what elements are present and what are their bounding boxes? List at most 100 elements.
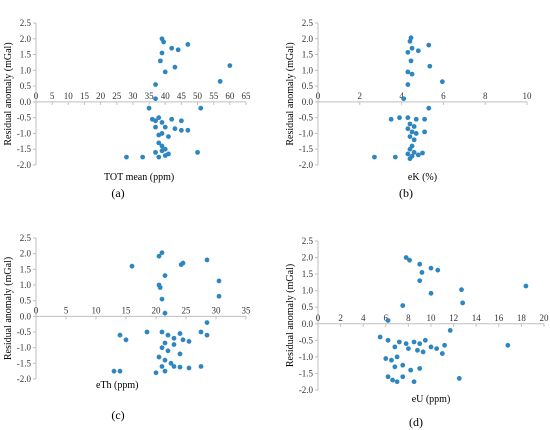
data-point	[159, 148, 165, 154]
data-point	[396, 339, 402, 345]
data-point	[415, 347, 420, 353]
y-tick-label: -1.5	[299, 368, 314, 378]
data-point	[377, 334, 383, 340]
y-tick-label: 2.0	[20, 249, 32, 259]
data-point	[428, 265, 434, 271]
data-point	[409, 71, 415, 77]
data-point	[408, 367, 414, 373]
data-point	[166, 151, 171, 157]
scatter-panel-3: -2.0 -1.5 -1.0 -0.5 0.0 0.5 1.0 1.5 2.0 2.5 0 5 10 15…	[3, 233, 251, 422]
data-point	[204, 320, 210, 325]
data-point	[162, 357, 168, 363]
y-tick-label: -2.0	[17, 374, 32, 384]
data-point	[185, 127, 191, 133]
x-tick-label: 30	[212, 305, 222, 315]
data-point	[434, 346, 440, 352]
y-tick-label: -1.5	[299, 144, 314, 154]
data-point	[144, 329, 150, 335]
panel-label: (c)	[111, 408, 124, 422]
data-point	[111, 368, 117, 374]
data-point	[216, 293, 222, 299]
y-tick-label: -2.0	[17, 160, 32, 170]
data-point	[405, 82, 411, 87]
data-point	[204, 257, 210, 263]
y-tick-label: -1.0	[17, 128, 32, 138]
data-point	[406, 346, 411, 352]
data-point	[171, 364, 177, 369]
y-tick-label: -1.0	[299, 128, 314, 138]
data-point	[178, 127, 184, 133]
data-point	[169, 116, 175, 122]
y-axis-label: Residual anomaly (mGal)	[3, 257, 14, 360]
x-tick-label: 45	[177, 91, 187, 101]
data-point	[392, 154, 398, 160]
x-tick-label: 35	[145, 91, 155, 101]
data-point	[505, 342, 511, 348]
data-point	[417, 278, 423, 284]
data-point	[178, 262, 184, 268]
data-point	[124, 154, 129, 160]
data-point	[411, 339, 417, 345]
data-point	[162, 69, 168, 75]
data-point	[153, 118, 158, 124]
data-point	[413, 131, 419, 136]
data-point	[407, 38, 413, 44]
data-point	[420, 150, 425, 156]
data-point	[186, 339, 192, 344]
data-point	[389, 357, 394, 363]
data-point	[411, 124, 417, 129]
data-point	[419, 270, 425, 275]
data-point	[172, 126, 178, 132]
data-point	[153, 124, 158, 130]
x-tick-label: 14	[472, 313, 482, 323]
y-tick-label: -1.5	[17, 358, 32, 368]
x-tick-label: 30	[128, 91, 138, 101]
data-point	[198, 105, 204, 111]
data-point	[400, 362, 406, 368]
x-axis-label: TOT mean (ppm)	[104, 172, 174, 183]
y-tick-label: 1.5	[20, 264, 32, 274]
y-tick-label: -0.5	[17, 113, 32, 123]
x-tick-label: 6	[441, 91, 446, 101]
data-point	[159, 296, 165, 302]
data-point	[180, 337, 186, 343]
y-axis-label: Residual anomaly (mGal)	[3, 42, 14, 145]
y-tick-label: 1.0	[20, 65, 32, 75]
x-tick-label: 5	[64, 305, 69, 315]
data-point	[388, 116, 394, 122]
data-point	[156, 140, 162, 146]
data-point	[178, 118, 184, 124]
data-point	[459, 287, 464, 293]
data-point	[129, 263, 135, 269]
data-point	[157, 285, 163, 290]
data-point	[117, 332, 123, 338]
data-point	[426, 42, 432, 48]
data-point	[168, 360, 174, 366]
data-point	[383, 356, 389, 361]
data-point	[405, 126, 411, 132]
data-point	[162, 310, 168, 316]
panel-label: (a)	[111, 186, 124, 200]
data-point	[159, 329, 165, 335]
data-point	[400, 374, 406, 380]
x-axis-label: eTh (ppm)	[96, 380, 139, 391]
x-tick-label: 0	[316, 313, 321, 323]
data-point	[153, 82, 158, 87]
data-point	[159, 345, 165, 351]
x-tick-label: 16	[494, 313, 504, 323]
y-tick-label: 1.0	[302, 65, 314, 75]
x-axis-label: eU (ppm)	[412, 394, 451, 405]
y-tick-label: -2.0	[299, 160, 314, 170]
data-point	[428, 290, 434, 296]
data-point	[428, 344, 434, 350]
data-point	[153, 96, 158, 102]
y-tick-label: 2.0	[302, 253, 314, 263]
data-point	[162, 273, 168, 278]
scatter-panel-4: -2.0 -1.5 -1.0 -0.5 0.0 0.5 1.0 1.5 2.0 2.5 0 2 4 6 8 1…	[285, 236, 549, 429]
data-point	[159, 250, 165, 256]
x-tick-label: 60	[225, 91, 235, 101]
x-tick-label: 8	[406, 313, 411, 323]
data-point	[392, 364, 398, 370]
y-tick-label: 1.5	[302, 50, 314, 60]
